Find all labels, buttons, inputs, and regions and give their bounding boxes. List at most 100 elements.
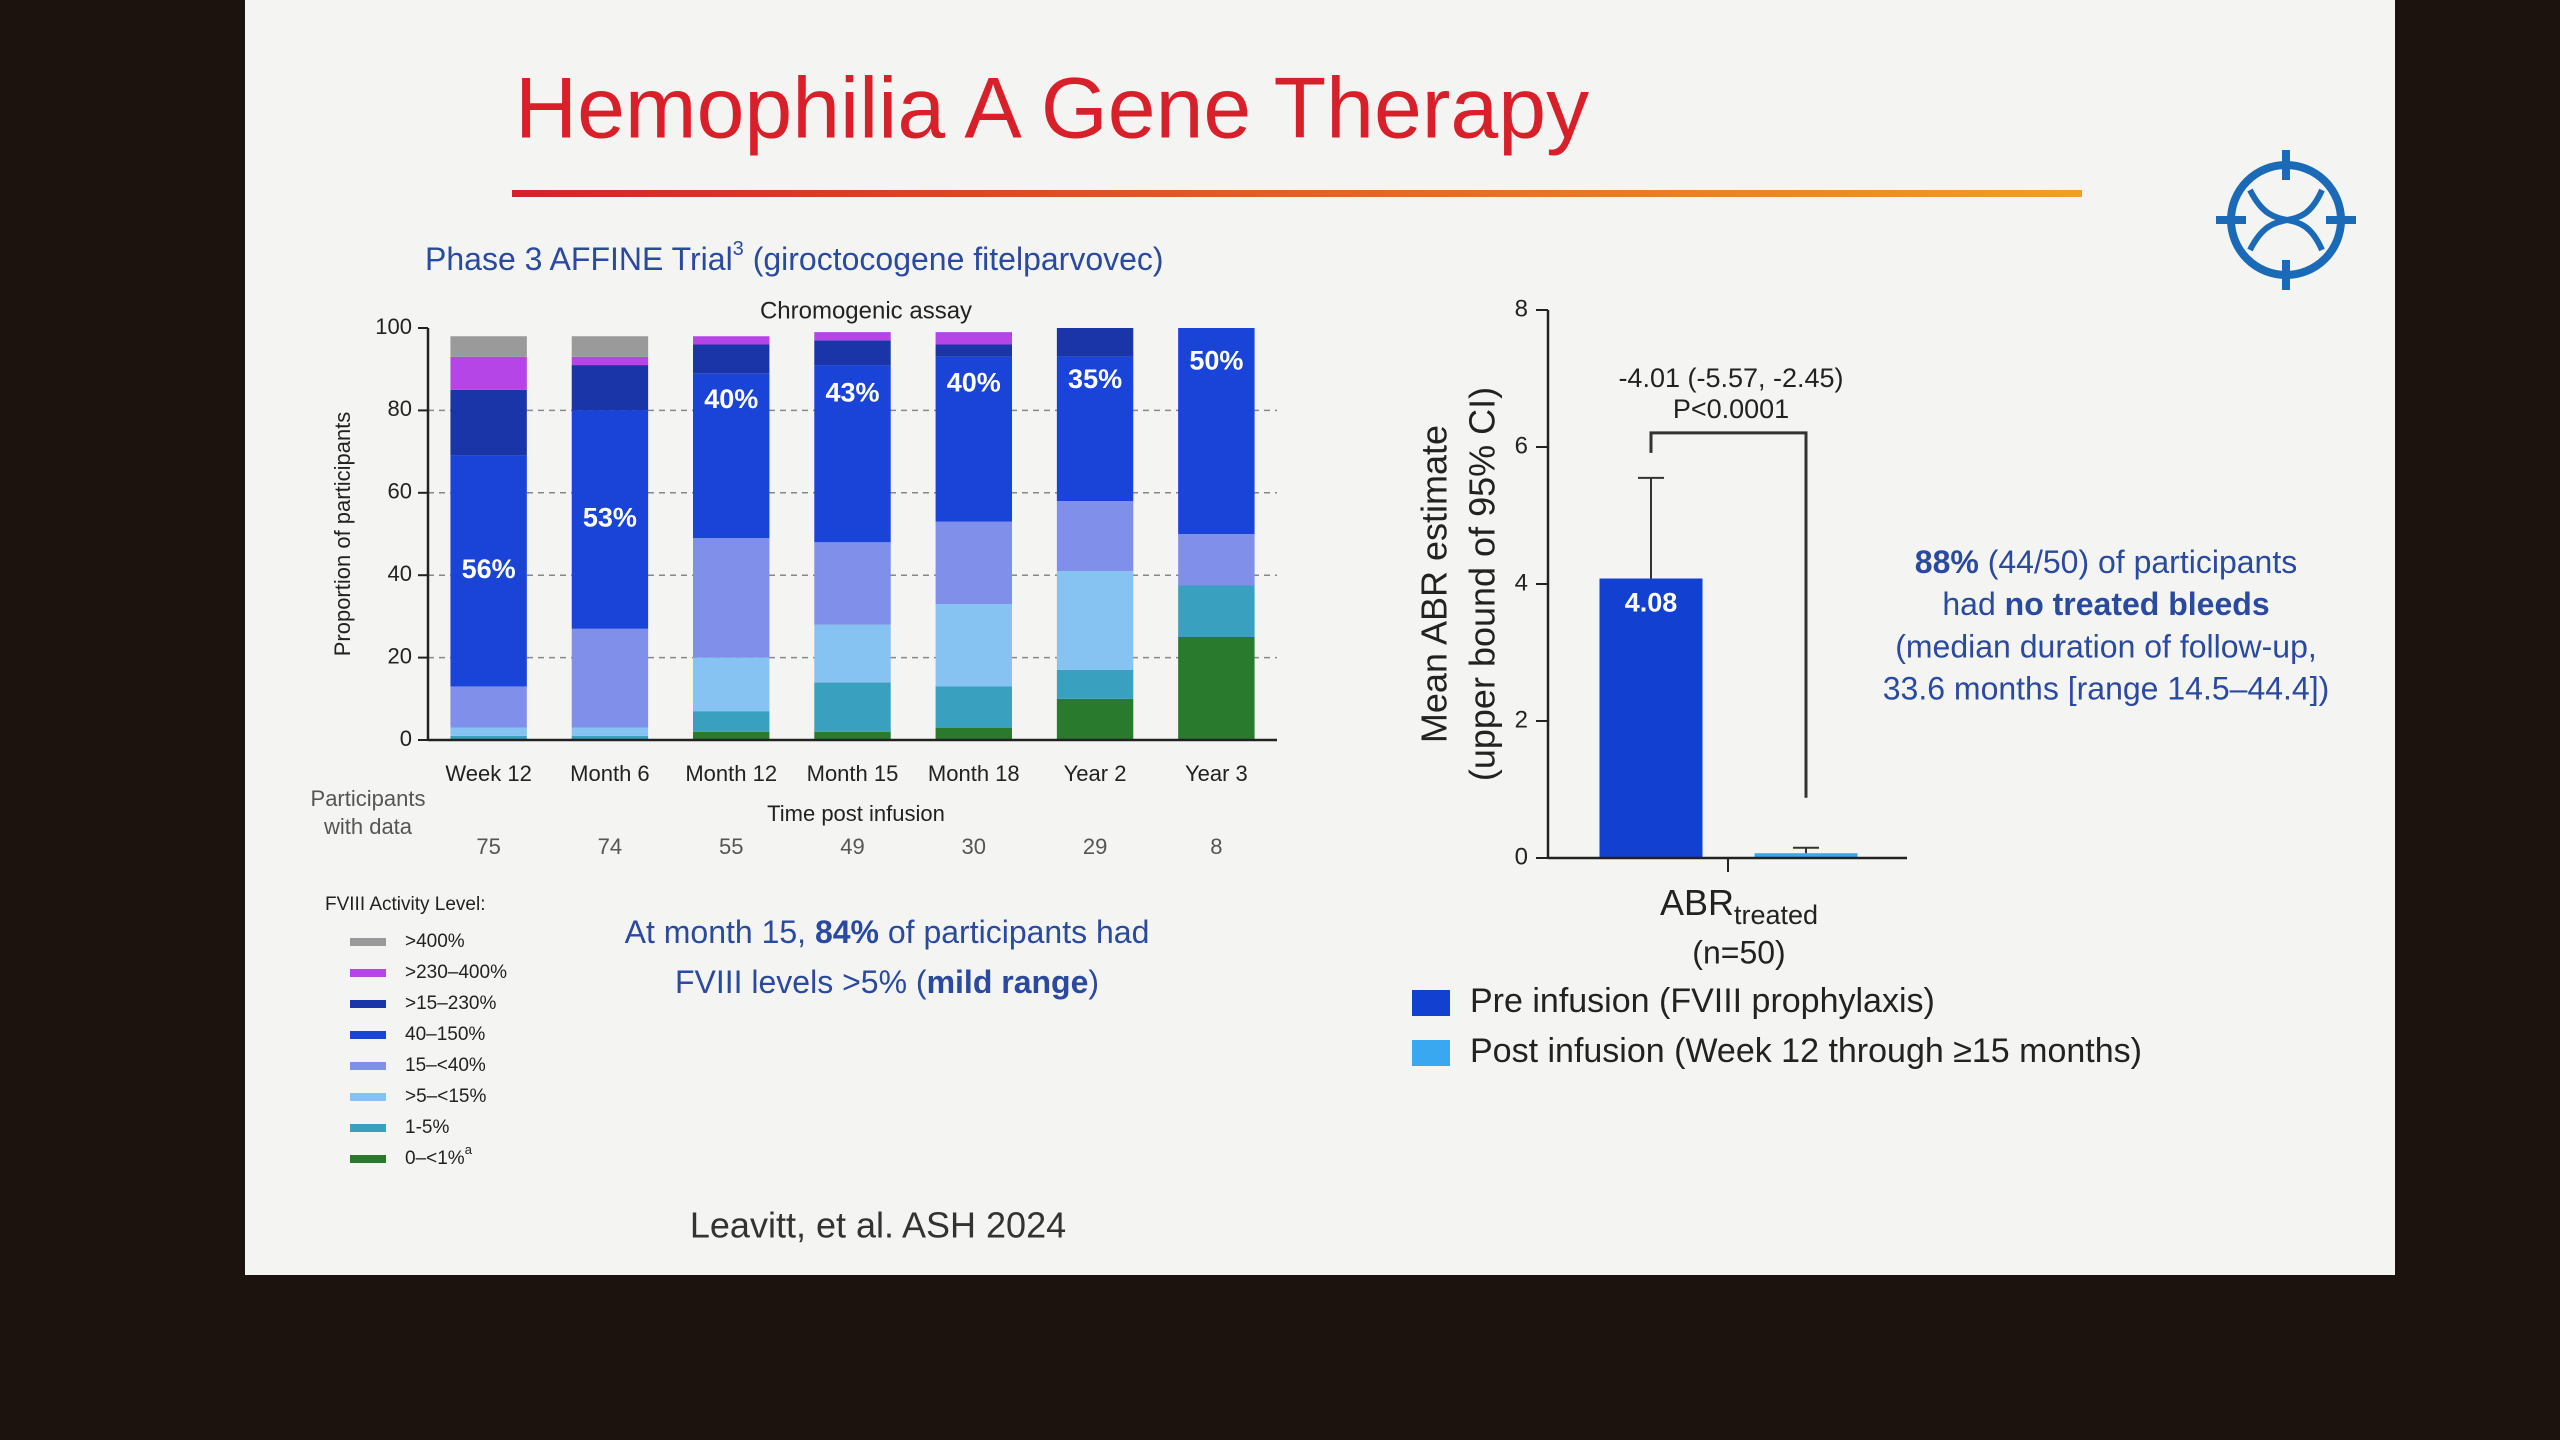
legend-swatch	[350, 1062, 386, 1070]
bar-segment	[693, 373, 770, 539]
bar-segment	[450, 735, 527, 740]
participants-label: with data	[323, 814, 413, 839]
bar-segment	[935, 604, 1012, 687]
x-tick-label: Year 2	[1064, 761, 1127, 786]
bar-segment	[571, 365, 649, 411]
subtitle-text: (giroctocogene fitelparvovec)	[744, 241, 1164, 277]
finding-bold: 88%	[1915, 544, 1979, 580]
bar-segment	[693, 711, 770, 732]
legend-label: 40–150%	[405, 1024, 485, 1045]
y-axis-label: (upper bound of 95% CI)	[1462, 387, 1503, 781]
bar-segment	[1056, 328, 1134, 357]
bar-segment	[571, 336, 649, 357]
value-label: 40%	[704, 384, 758, 414]
legend-swatch	[350, 1000, 386, 1008]
participants-count: 75	[476, 834, 500, 859]
legend-swatch	[350, 938, 386, 946]
legend-name: 15–<40%	[405, 1055, 486, 1076]
bar-segment	[1056, 356, 1134, 502]
value-label: 53%	[583, 503, 637, 533]
legend-label: >230–400%	[405, 962, 507, 983]
y-tick-label: 8	[1515, 295, 1528, 322]
legend-swatch	[350, 1093, 386, 1101]
finding-text: (44/50) of participants	[1979, 544, 2297, 580]
finding-line: 88% (44/50) of participants	[1915, 544, 2297, 580]
finding: 88% (44/50) of participants had no treat…	[1883, 544, 2330, 706]
bar-segment	[571, 727, 649, 736]
x-tick-label: Month 18	[928, 761, 1020, 786]
annotation: At month 15, 84% of participants had	[625, 914, 1150, 950]
participants-count: 30	[962, 834, 986, 859]
x-tick-label: ABRtreated	[1660, 882, 1818, 931]
y-tick-label: 4	[1515, 569, 1528, 596]
finding-bold: no treated bleeds	[2005, 586, 2270, 622]
legend-swatch	[350, 1124, 386, 1132]
category-note: (n=50)	[1692, 934, 1785, 970]
bar-segment	[571, 735, 649, 740]
finding-line: 33.6 months [range 14.5–44.4])	[1883, 670, 2330, 706]
legend-name: 1-5%	[405, 1117, 449, 1138]
legend-label: 15–<40%	[405, 1055, 486, 1076]
y-tick-label: 0	[1515, 843, 1528, 870]
bar-segment	[450, 356, 527, 390]
legend-name: 40–150%	[405, 1024, 485, 1045]
annotation-bold: 84%	[815, 914, 879, 950]
x-tick-label: Month 12	[685, 761, 777, 786]
bar-segment	[693, 538, 770, 658]
annotation-text: of participants had	[879, 914, 1149, 950]
y-tick-label: 20	[388, 643, 412, 668]
legend-swatch	[350, 969, 386, 977]
x-tick-label: Month 15	[807, 761, 899, 786]
bar	[1754, 853, 1858, 858]
bar-segment	[1178, 637, 1255, 740]
slide-title: Hemophilia A Gene Therapy	[515, 61, 1589, 157]
bar-segment	[935, 344, 1012, 357]
logo	[2216, 150, 2356, 290]
legend-label: Pre infusion (FVIII prophylaxis)	[1470, 982, 1935, 1020]
legend-footnote: a	[465, 1142, 473, 1157]
x-tick-label: Year 3	[1185, 761, 1248, 786]
bar-segment	[571, 356, 649, 366]
bar-segment	[1178, 328, 1255, 534]
bar-segment	[450, 727, 527, 736]
comparison-bracket	[1649, 431, 1808, 798]
value-label: 56%	[462, 554, 516, 584]
category: ABR	[1660, 882, 1734, 923]
legend-label: >5–<15%	[405, 1086, 486, 1107]
legend-swatch	[350, 1155, 386, 1163]
annotation-text: At month 15,	[625, 914, 815, 950]
finding-line: had no treated bleeds	[1942, 586, 2269, 622]
bar-segment	[814, 682, 891, 732]
bar-segment	[1056, 669, 1134, 699]
legend-name: >230–400%	[405, 962, 507, 983]
bar-segment	[450, 686, 527, 728]
bar-segment	[450, 455, 527, 687]
annotation: FVIII levels >5% (mild range)	[675, 964, 1099, 1000]
bar-segment	[450, 336, 527, 357]
bar-segment	[1056, 698, 1134, 740]
value-label: 50%	[1189, 345, 1243, 375]
bar-segment	[935, 521, 1012, 605]
value-label: 4.08	[1625, 588, 1678, 618]
x-tick-label: Month 6	[570, 761, 650, 786]
category-sub: treated	[1734, 900, 1818, 930]
y-tick-label: 60	[388, 479, 412, 504]
annotation-text: FVIII levels >5% (	[675, 964, 927, 1000]
bar-segment	[935, 356, 1012, 522]
subtitle: Phase 3 AFFINE Trial3 (giroctocogene fit…	[425, 238, 1164, 277]
participants-count: 55	[719, 834, 743, 859]
participants-count: 8	[1210, 834, 1222, 859]
legend-label: >15–230%	[405, 993, 496, 1014]
comparison-p: P<0.0001	[1673, 394, 1789, 424]
legend-swatch	[350, 1031, 386, 1039]
legend-label: 1-5%	[405, 1117, 449, 1138]
bar	[1599, 578, 1703, 858]
y-tick-label: 0	[400, 726, 412, 751]
bar-segment	[935, 727, 1012, 740]
bar-segment	[693, 731, 770, 740]
citation: Leavitt, et al. ASH 2024	[690, 1205, 1066, 1246]
bar-segment	[814, 624, 891, 683]
participants-count: 74	[598, 834, 622, 859]
y-tick-label: 6	[1515, 432, 1528, 459]
